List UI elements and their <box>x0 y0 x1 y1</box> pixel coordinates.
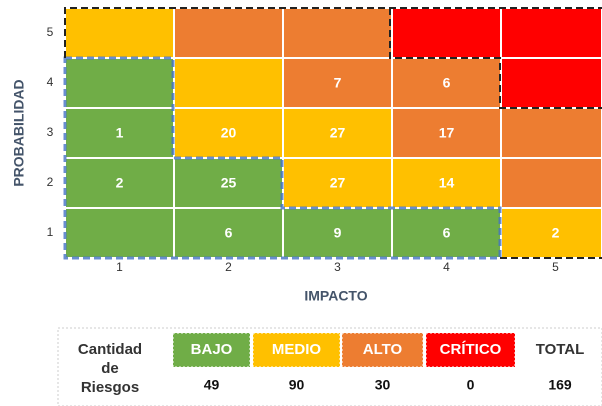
summary-header-bg <box>425 332 516 368</box>
summary-header: BAJO <box>191 341 233 358</box>
y-tick-label: 3 <box>47 125 54 139</box>
cell-label: 1 <box>116 125 124 141</box>
summary-label: de <box>101 360 119 377</box>
y-axis-label: PROBABILIDAD <box>11 79 27 186</box>
x-tick-label: 1 <box>116 260 123 274</box>
cell-label: 6 <box>443 75 451 91</box>
summary-value: 49 <box>204 377 220 393</box>
y-tick-label: 4 <box>47 75 54 89</box>
summary-frame <box>57 327 602 406</box>
cell-label: 14 <box>439 175 455 191</box>
cell-label: 17 <box>439 125 455 141</box>
x-tick-label: 2 <box>225 260 232 274</box>
cell-label: 6 <box>225 225 233 241</box>
summary-label: Riesgos <box>81 379 139 396</box>
cell-label: 27 <box>330 175 346 191</box>
heat-cell <box>500 57 602 109</box>
heat-cell <box>500 157 602 209</box>
heat-cell <box>500 7 602 59</box>
heat-cell <box>173 207 284 259</box>
x-tick-label: 5 <box>552 260 559 274</box>
risk-outline <box>64 7 602 259</box>
cell-label: 6 <box>443 225 451 241</box>
summary-value: 169 <box>548 377 572 393</box>
heat-cell <box>282 207 393 259</box>
summary-header-bg <box>172 332 251 368</box>
summary-header: ALTO <box>363 341 403 358</box>
heat-cell <box>173 57 284 109</box>
heat-cell <box>500 107 602 159</box>
heat-cell <box>173 7 284 59</box>
heat-cell <box>391 107 502 159</box>
summary-value: 0 <box>467 377 475 393</box>
low-risk-outline <box>63 56 502 260</box>
summary-header: MEDIO <box>272 341 322 358</box>
x-axis-label: IMPACTO <box>304 288 367 304</box>
cell-label: 25 <box>221 175 237 191</box>
y-tick-label: 2 <box>47 175 54 189</box>
y-tick-label: 1 <box>47 225 54 239</box>
cell-label: 20 <box>221 125 237 141</box>
summary-header: TOTAL <box>536 341 585 358</box>
cell-label: 2 <box>552 225 560 241</box>
cell-label: 2 <box>116 175 124 191</box>
heat-cell <box>64 207 175 259</box>
heat-cell <box>64 7 175 59</box>
summary-header-bg <box>252 332 341 368</box>
heat-cell <box>64 57 175 109</box>
heat-cell <box>282 7 393 59</box>
summary-header-bg <box>341 332 424 368</box>
heat-cell <box>282 57 393 109</box>
cell-label: 7 <box>334 75 342 91</box>
x-tick-label: 3 <box>334 260 341 274</box>
summary-label: Cantidad <box>78 341 142 358</box>
heat-cell <box>391 7 502 59</box>
heat-cell <box>391 57 502 109</box>
y-tick-label: 5 <box>47 25 54 39</box>
cell-label: 27 <box>330 125 346 141</box>
summary-header: CRÍTICO <box>440 341 502 358</box>
summary-value: 90 <box>289 377 305 393</box>
summary-value: 30 <box>375 377 391 393</box>
cell-label: 9 <box>334 225 342 241</box>
x-tick-label: 4 <box>443 260 450 274</box>
